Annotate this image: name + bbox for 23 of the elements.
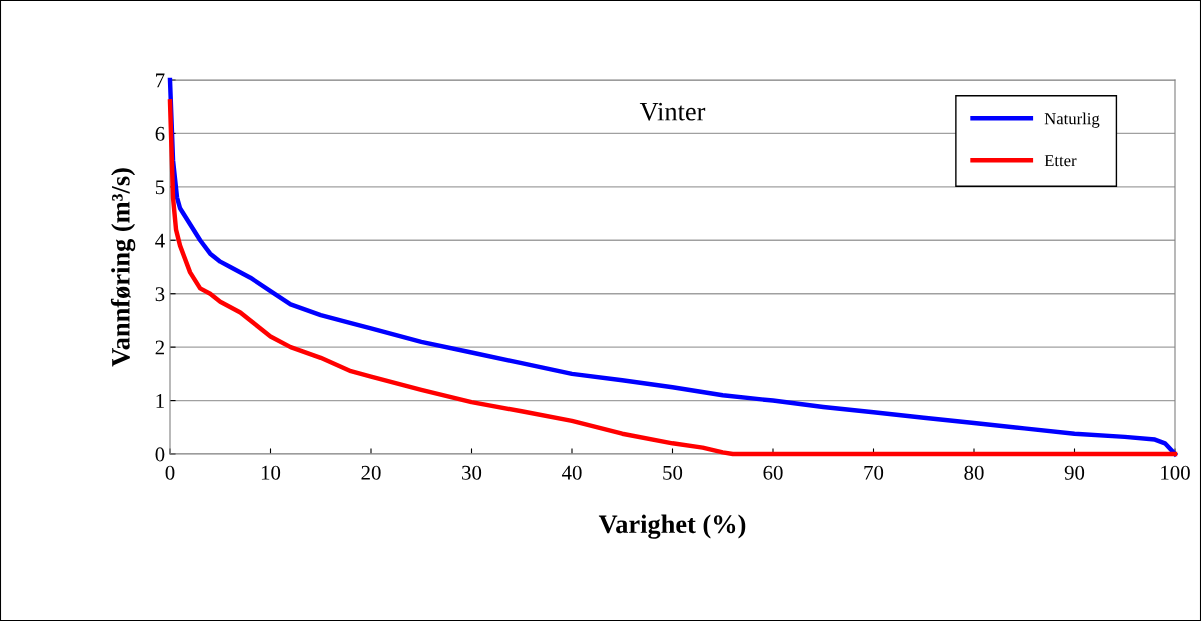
y-axis-title: Vannføring (m³/s) [110,168,136,367]
y-tick-label: 5 [155,180,165,195]
x-tick-label: 10 [261,465,281,480]
x-tick-label: 100 [1161,465,1190,480]
x-tick-label: 40 [561,465,582,480]
y-tick-label: 3 [155,287,165,302]
y-tick-label: 2 [155,340,164,355]
legend-label: Naturlig [1044,112,1100,128]
x-tick-label: 20 [361,465,381,480]
text: Vinter [639,102,706,121]
x-tick-label: 90 [1064,465,1085,480]
x-tick-label: 30 [462,465,482,480]
y-tick-label: 6 [155,126,165,141]
x-tick-label: 60 [763,465,783,480]
y-tick-label: 0 [155,447,165,462]
legend-label: Etter [1044,155,1077,167]
y-tick-label: 7 [156,73,165,88]
y-tick-label: 1 [156,394,164,408]
x-tick-label: 50 [663,465,683,480]
x-tick-label: 80 [964,465,984,480]
y-tick-label: 4 [155,233,165,248]
x-tick-label: 70 [864,465,884,480]
x-axis-title: Varighet (%) [598,514,746,539]
